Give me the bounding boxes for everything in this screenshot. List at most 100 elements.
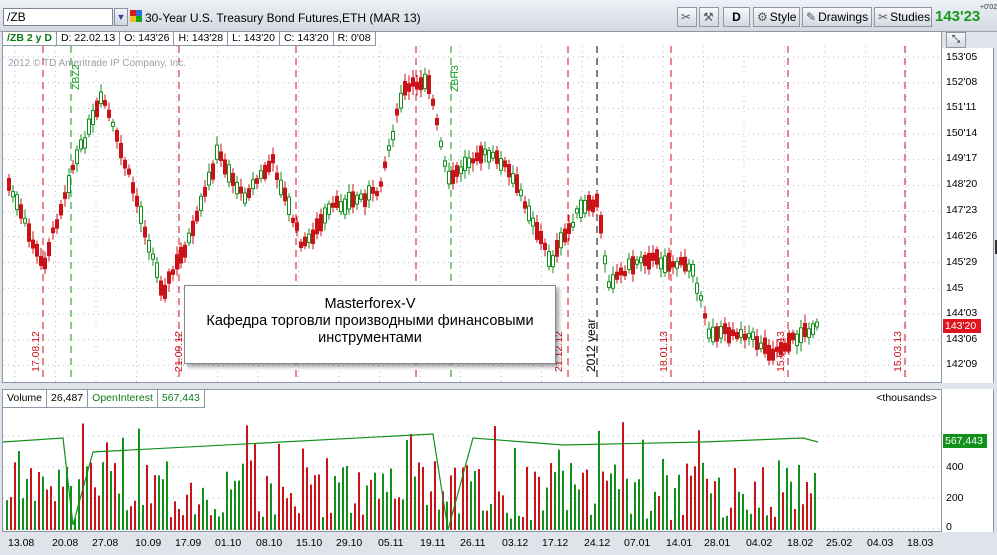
scroll-arrow-icon[interactable]: [995, 240, 997, 254]
volume-bar: [206, 499, 208, 530]
volume-chart-canvas[interactable]: [3, 390, 941, 531]
volume-info-bar: Volume 26,487 OpenInterest 567,443 <thou…: [3, 390, 941, 408]
candle-body: [563, 228, 567, 243]
volume-bar: [550, 463, 552, 530]
expiry-label: 15.02.13: [775, 331, 787, 372]
date-tick: 01.10: [215, 537, 242, 549]
ohlc-info-bar: /ZB 2 y D D: 22.02.13 O: 143'26 H: 143'2…: [3, 32, 376, 46]
volume-bar: [422, 466, 424, 530]
candle-body: [435, 118, 439, 126]
volume-bar: [774, 516, 776, 530]
volume-bar: [530, 519, 532, 530]
candle-body: [71, 164, 75, 171]
drawings-button[interactable]: ✎ Drawings: [802, 7, 872, 27]
candle-body: [451, 170, 455, 184]
volume-bar: [542, 510, 544, 530]
symbol-input[interactable]: /ZB: [3, 8, 113, 26]
volume-panel[interactable]: Volume 26,487 OpenInterest 567,443 <thou…: [2, 389, 942, 532]
volume-bar: [318, 474, 320, 530]
volume-bar: [86, 466, 88, 530]
volume-bar: [670, 519, 672, 530]
candle-body: [523, 201, 527, 209]
symbol-dropdown-icon[interactable]: ▼: [114, 8, 128, 26]
volume-bar: [362, 514, 364, 530]
volume-bar: [446, 501, 448, 530]
candle-body: [543, 242, 547, 250]
candle-body: [615, 271, 619, 280]
candle-body: [655, 249, 659, 265]
volume-bar: [722, 517, 724, 530]
candle-body: [551, 255, 555, 268]
candle-body: [663, 255, 667, 273]
candle-body: [675, 261, 679, 269]
volume-bar: [590, 514, 592, 530]
candle-body: [647, 252, 651, 270]
volume-bar: [114, 463, 116, 530]
style-button[interactable]: ⚙ Style: [753, 7, 800, 27]
candle-body: [587, 195, 591, 211]
volume-bar: [74, 518, 76, 530]
date-tick: 04.03: [867, 537, 894, 549]
candle-body: [511, 173, 515, 184]
candle-body: [155, 262, 159, 278]
volume-bar: [454, 467, 456, 530]
volume-bar: [82, 423, 84, 530]
open-interest-label[interactable]: OpenInterest: [88, 390, 158, 408]
symbol-period-label[interactable]: /ZB 2 y D: [3, 32, 57, 46]
volume-bar: [238, 480, 240, 530]
volume-bar: [538, 476, 540, 530]
volume-axis[interactable]: 400 200 0: [942, 389, 994, 533]
candle-body: [215, 144, 219, 160]
volume-bar: [334, 475, 336, 530]
volume-label[interactable]: Volume: [3, 390, 48, 408]
candle-body: [559, 232, 563, 249]
volume-bar: [814, 473, 816, 530]
volume-bar: [246, 425, 248, 530]
daily-period-button[interactable]: D: [723, 7, 750, 27]
price-chart-canvas[interactable]: [3, 32, 941, 382]
volume-bar: [162, 479, 164, 530]
volume-bar: [770, 506, 772, 530]
volume-bar: [686, 463, 688, 530]
candle-body: [731, 329, 735, 337]
candle-body: [339, 201, 343, 213]
candle-body: [487, 149, 491, 163]
volume-bar: [466, 465, 468, 530]
date-tick: 18.03: [907, 537, 934, 549]
volume-bar: [262, 516, 264, 530]
candle-body: [555, 239, 559, 257]
date-axis[interactable]: 13.08 20.08 27.08 10.09 17.09 01.10 08.10 15.10…: [0, 533, 997, 555]
volume-bar: [606, 480, 608, 530]
volume-bar: [34, 500, 36, 530]
candle-body: [307, 233, 311, 243]
candle-body: [139, 206, 143, 224]
candle-body: [635, 259, 639, 265]
candle-body: [787, 332, 791, 352]
candle-body: [67, 175, 71, 194]
studies-button[interactable]: ✂ Studies: [874, 7, 932, 27]
volume-bar: [182, 515, 184, 530]
candle-body: [671, 261, 675, 268]
volume-bar: [90, 462, 92, 530]
candle-body: [259, 170, 263, 179]
candle-body: [183, 244, 187, 258]
expand-icon: ⤡: [952, 34, 960, 45]
volume-bar: [554, 472, 556, 530]
link-color-icon[interactable]: [130, 10, 142, 22]
volume-bar: [226, 471, 228, 530]
price-tick: 144'03: [946, 307, 978, 319]
volume-bar: [266, 475, 268, 530]
axis-settings-button[interactable]: ⤡: [946, 32, 966, 48]
candle-body: [459, 166, 463, 175]
volume-bar: [786, 467, 788, 530]
volume-bar: [186, 494, 188, 530]
volume-bar: [390, 468, 392, 530]
crosshair-tool-button[interactable]: ✂: [677, 7, 697, 27]
candle-body: [527, 205, 531, 222]
settings-tool-button[interactable]: ⚒: [699, 7, 719, 27]
bar-close: C: 143'20: [279, 32, 334, 46]
candle-body: [343, 198, 347, 215]
candle-body: [175, 254, 179, 270]
studies-label: Studies: [890, 10, 931, 24]
candle-body: [455, 165, 459, 177]
